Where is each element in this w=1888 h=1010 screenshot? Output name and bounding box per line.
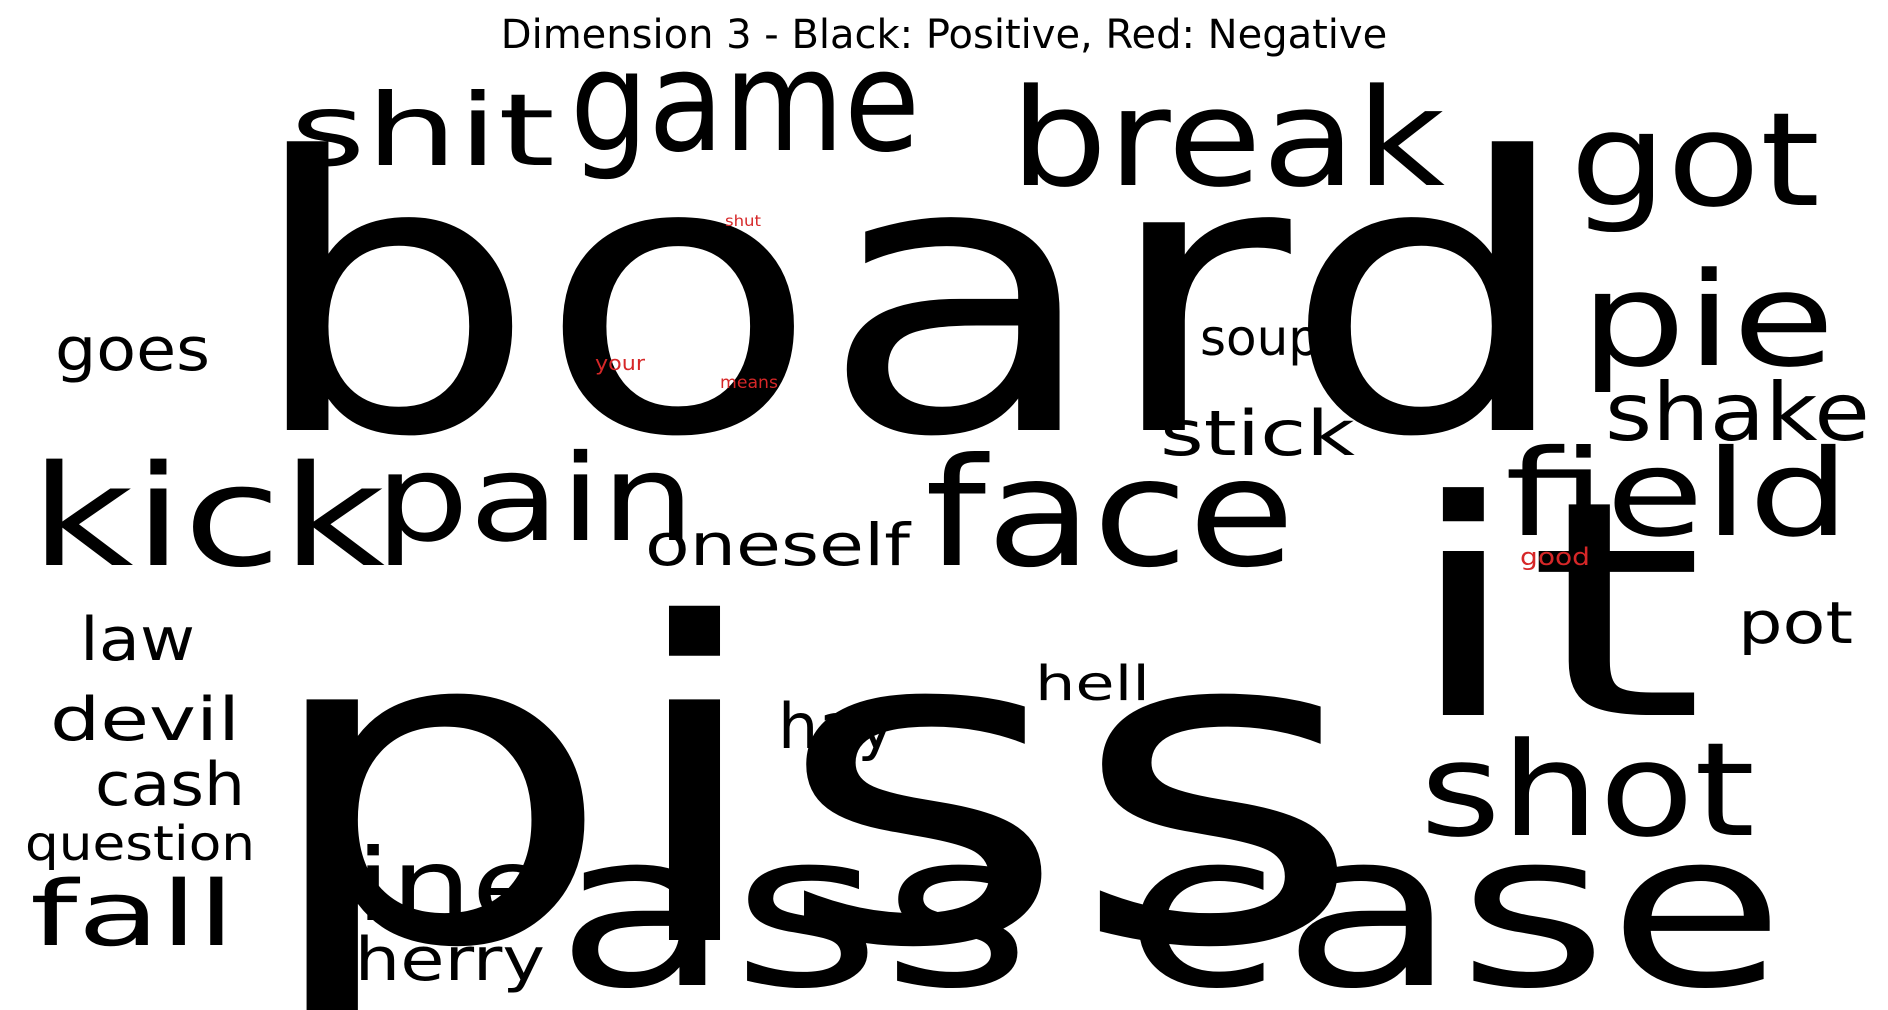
word-hay: hay [778, 690, 895, 763]
word-law: law [80, 605, 195, 675]
word-pot: pot [1738, 589, 1853, 657]
word-kick: kick [30, 436, 385, 599]
word-shot: shot [1420, 714, 1755, 866]
word-piss: piss [255, 532, 1365, 1010]
word-field: field [1505, 425, 1850, 564]
word-your: your [595, 351, 646, 375]
word-cherry: cherry [315, 925, 545, 995]
word-question: question [25, 816, 255, 872]
word-line: line [320, 827, 550, 944]
word-board: board [245, 77, 1575, 520]
word-hell: hell [1035, 656, 1150, 712]
word-ass-case: ass case [555, 785, 1785, 1010]
word-shit: shit [290, 72, 555, 189]
word-goes: goes [55, 315, 210, 385]
word-shut: shut [725, 212, 761, 230]
word-pie: pie [1580, 244, 1835, 396]
word-shake: shake [1605, 366, 1870, 459]
word-got: got [1570, 84, 1820, 236]
word-face: face [925, 427, 1295, 601]
cloud-title: Dimension 3 - Black: Positive, Red: Nega… [501, 12, 1387, 58]
word-it: it [1400, 437, 1705, 786]
word-soup: soup [1200, 309, 1320, 367]
word-cash: cash [95, 750, 245, 820]
word-good: good [1520, 543, 1590, 571]
word-devil: devil [50, 685, 240, 755]
word-break: break [1010, 60, 1445, 217]
word-pain: pain [375, 430, 695, 569]
word-oneself: oneself [645, 511, 912, 579]
word-game: game [570, 21, 920, 184]
word-fall: fall [30, 862, 235, 967]
word-means: means [720, 373, 778, 393]
word-stick: stick [1160, 397, 1355, 470]
